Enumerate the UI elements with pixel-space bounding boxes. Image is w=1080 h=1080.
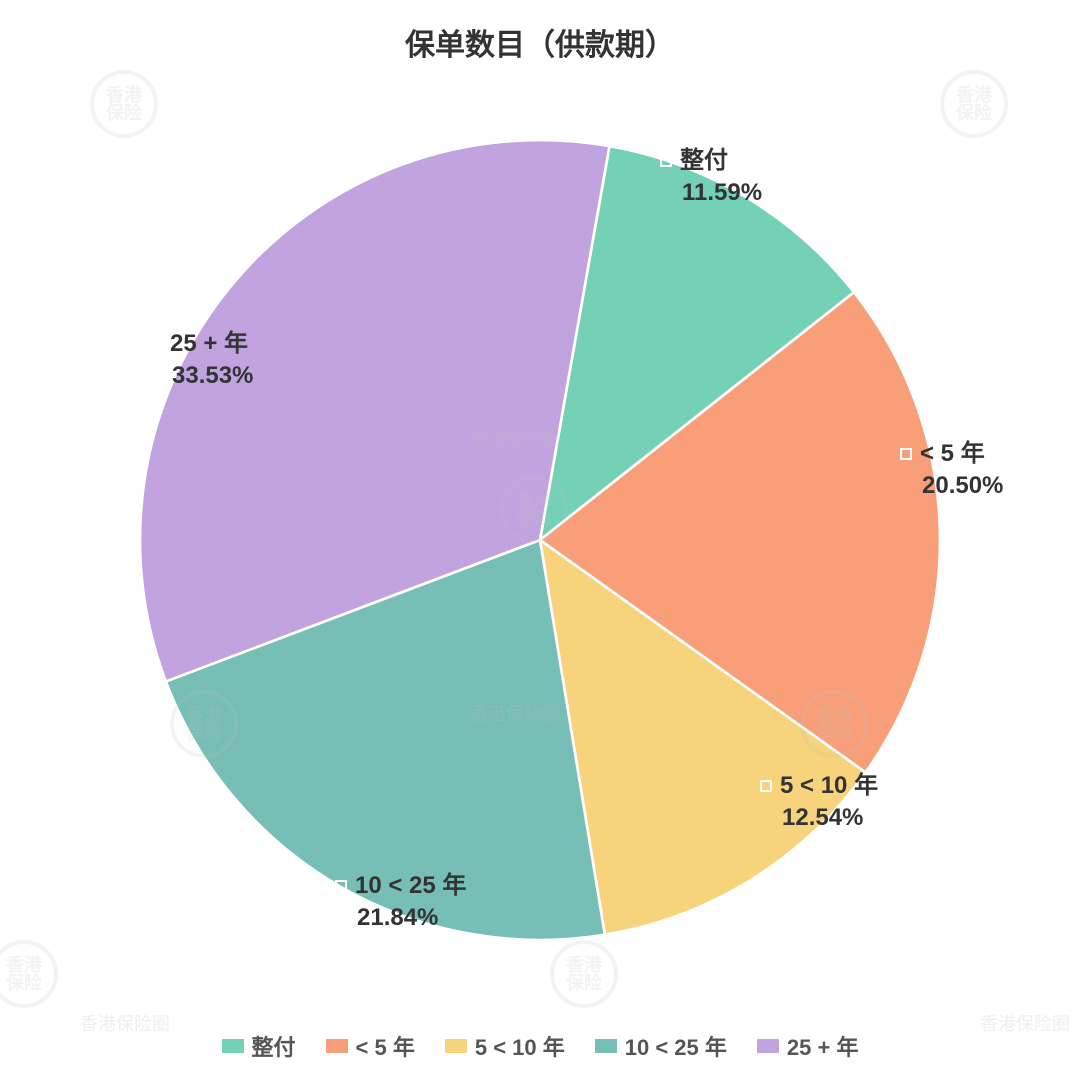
legend-item: 5 < 10 年 xyxy=(445,1030,565,1062)
legend-swatch-icon xyxy=(445,1039,467,1053)
slice-label-marker-icon xyxy=(335,880,347,892)
legend-swatch-icon xyxy=(595,1039,617,1053)
legend-item: 10 < 25 年 xyxy=(595,1030,727,1062)
legend-label: 整付 xyxy=(252,1030,296,1062)
slice-label-lt5: < 5 年20.50% xyxy=(900,438,1003,503)
slice-label-25plus: 25 + 年33.53% xyxy=(150,328,253,393)
slice-label-marker-icon xyxy=(900,448,912,460)
legend-swatch-icon xyxy=(222,1039,244,1053)
legend-swatch-icon xyxy=(757,1039,779,1053)
slice-label-10to25: 10 < 25 年21.84% xyxy=(335,870,466,935)
pie-chart xyxy=(0,60,1080,1020)
legend: 整付 < 5 年 5 < 10 年 10 < 25 年 25 + 年 xyxy=(0,1030,1080,1062)
slice-label-marker-icon xyxy=(760,780,772,792)
slice-label-marker-icon xyxy=(660,155,672,167)
legend-label: 10 < 25 年 xyxy=(625,1030,727,1062)
legend-label: < 5 年 xyxy=(356,1030,415,1062)
legend-item: < 5 年 xyxy=(326,1030,415,1062)
pie-svg xyxy=(0,60,1080,1020)
legend-item: 25 + 年 xyxy=(757,1030,859,1062)
legend-item: 整付 xyxy=(222,1030,296,1062)
chart-title: 保单数目（供款期） xyxy=(0,20,1080,64)
legend-label: 25 + 年 xyxy=(787,1030,859,1062)
slice-label-5to10: 5 < 10 年12.54% xyxy=(760,770,878,835)
legend-label: 5 < 10 年 xyxy=(475,1030,565,1062)
legend-swatch-icon xyxy=(326,1039,348,1053)
slice-label-whole: 整付11.59% xyxy=(660,145,762,210)
slice-label-marker-icon xyxy=(150,338,162,350)
